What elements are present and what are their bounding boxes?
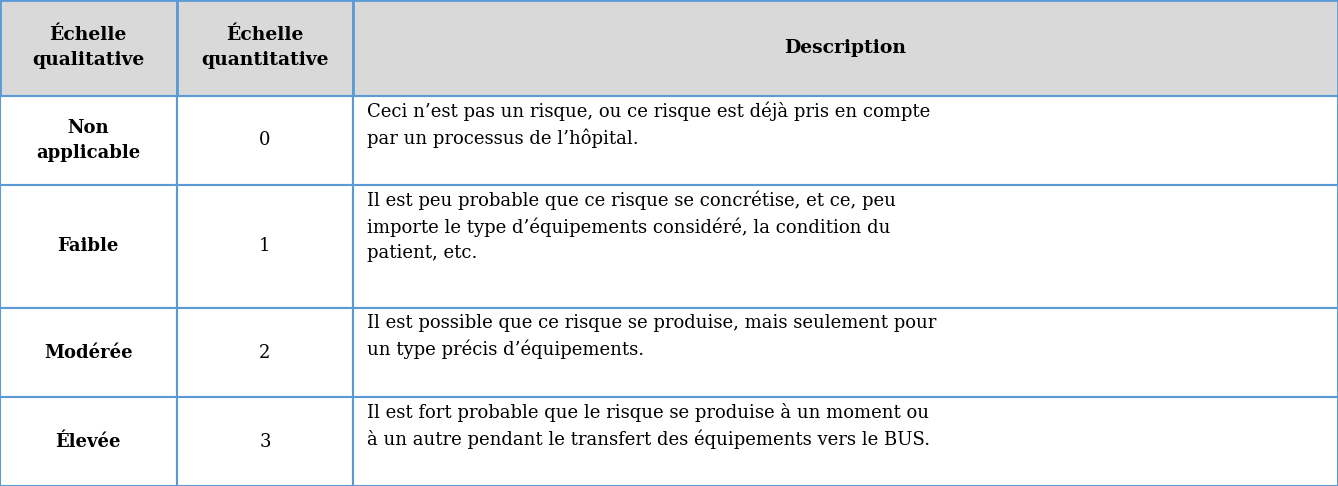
Bar [0,397,177,486]
Text: 2: 2 [260,344,270,362]
Bar [177,0,353,96]
Text: 3: 3 [260,433,270,451]
Bar [353,0,1338,96]
Bar [177,397,353,486]
Text: Il est possible que ce risque se produise, mais seulement pour
un type précis d’: Il est possible que ce risque se produis… [367,314,937,359]
Text: 1: 1 [260,238,270,256]
Bar [0,185,177,308]
Text: Ceci n’est pas un risque, ou ce risque est déjà pris en compte
par un processus : Ceci n’est pas un risque, ou ce risque e… [367,102,930,148]
Text: Élevée: Élevée [56,433,120,451]
Text: Il est peu probable que ce risque se concrétise, et ce, peu
importe le type d’éq: Il est peu probable que ce risque se con… [367,191,895,262]
Bar [177,308,353,397]
Text: Modérée: Modérée [44,344,132,362]
Text: Il est fort probable que le risque se produise à un moment ou
à un autre pendant: Il est fort probable que le risque se pr… [367,403,930,449]
Text: Description: Description [784,39,907,57]
Text: Non
applicable: Non applicable [36,119,140,162]
Text: Échelle
qualitative: Échelle qualitative [32,26,145,69]
Bar [353,397,1338,486]
Text: Échelle
quantitative: Échelle quantitative [201,26,329,69]
Bar [177,185,353,308]
Bar [353,308,1338,397]
Bar [0,0,177,96]
Bar [177,96,353,185]
Text: 0: 0 [260,131,270,149]
Bar [353,185,1338,308]
Bar [0,308,177,397]
Bar [353,96,1338,185]
Text: Faible: Faible [58,238,119,256]
Bar [0,96,177,185]
